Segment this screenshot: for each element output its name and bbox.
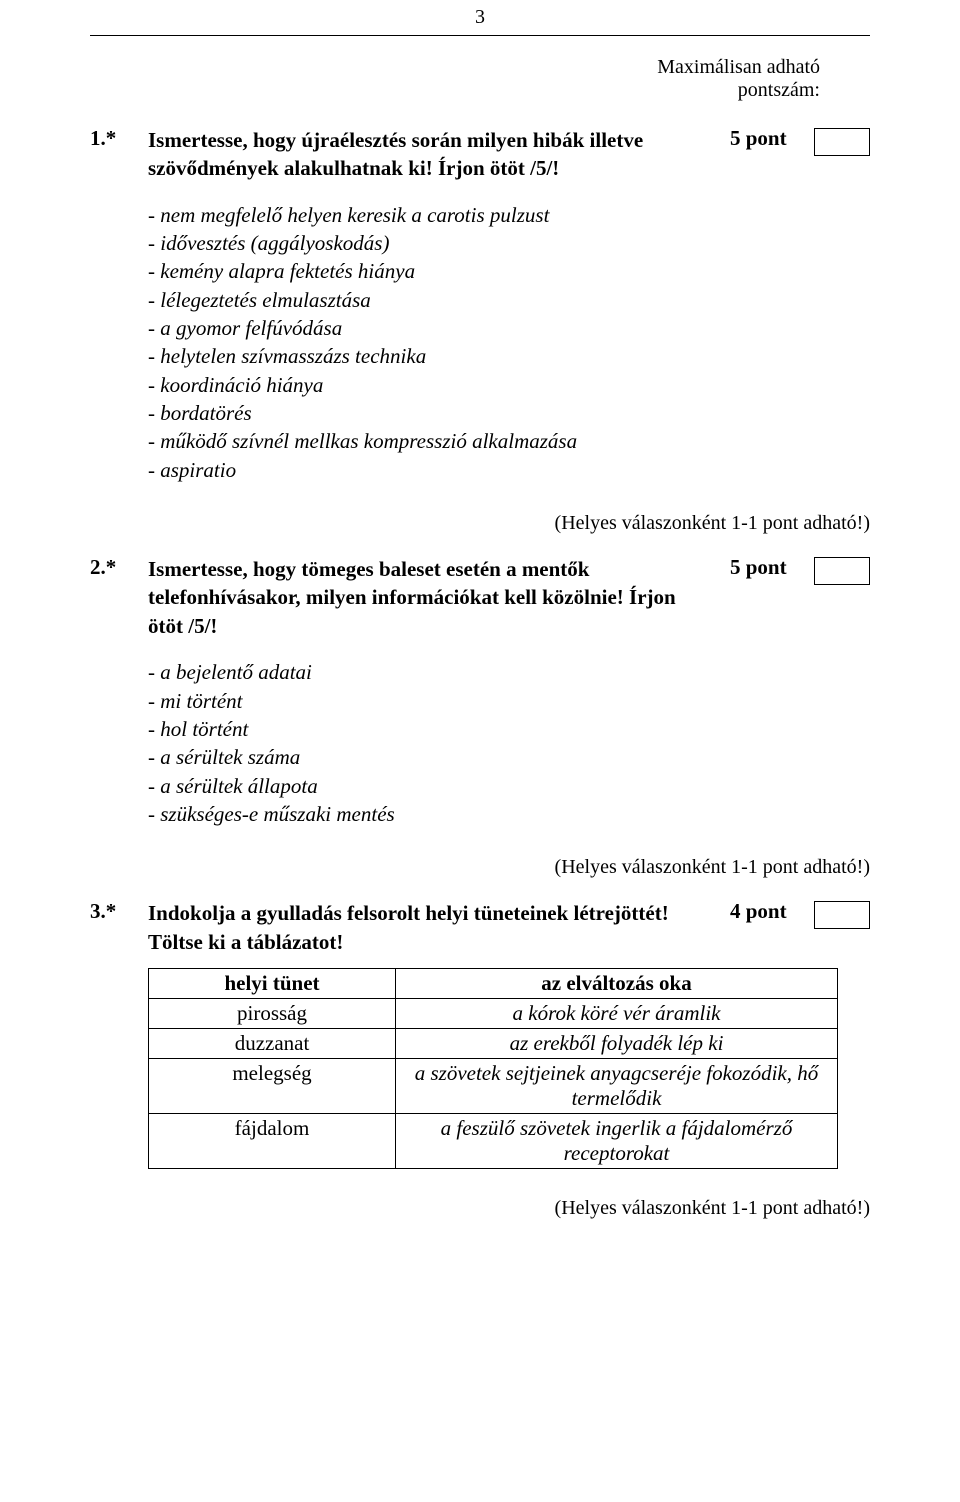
table-header-col1: helyi tünet (149, 968, 396, 998)
question-1-header: 1.* Ismertesse, hogy újraélesztés során … (90, 126, 870, 183)
table-row: fájdalom a feszülő szövetek ingerlik a f… (149, 1113, 838, 1168)
question-1-score-box[interactable] (814, 128, 870, 156)
table-row: duzzanat az erekből folyadék lép ki (149, 1028, 838, 1058)
question-2-number: 2.* (90, 555, 148, 580)
table-cell-symptom: duzzanat (149, 1028, 396, 1058)
table-cell-symptom: pirosság (149, 998, 396, 1028)
answer-item: - nem megfelelő helyen keresik a carotis… (148, 201, 870, 229)
question-2-header: 2.* Ismertesse, hogy tömeges baleset ese… (90, 555, 870, 640)
answer-item: - koordináció hiánya (148, 371, 870, 399)
answer-item: - lélegeztetés elmulasztása (148, 286, 870, 314)
question-2-answers: - a bejelentő adatai - mi történt - hol … (148, 658, 870, 828)
table-cell-cause: a kórok köré vér áramlik (396, 998, 838, 1028)
table-header-col2: az elváltozás oka (396, 968, 838, 998)
question-3-text: Indokolja a gyulladás felsorolt helyi tü… (148, 899, 722, 956)
table-header-row: helyi tünet az elváltozás oka (149, 968, 838, 998)
table-row: pirosság a kórok köré vér áramlik (149, 998, 838, 1028)
answer-item: - a sérültek állapota (148, 772, 870, 800)
question-1-number: 1.* (90, 126, 148, 151)
answer-item: - helytelen szívmasszázs technika (148, 342, 870, 370)
question-2: 2.* Ismertesse, hogy tömeges baleset ese… (90, 555, 870, 828)
answer-item: - működő szívnél mellkas kompresszió alk… (148, 427, 870, 455)
answer-item: - idővesztés (aggályoskodás) (148, 229, 870, 257)
symptom-table: helyi tünet az elváltozás oka pirosság a… (148, 968, 838, 1169)
answer-item: - mi történt (148, 687, 870, 715)
question-3-score-box[interactable] (814, 901, 870, 929)
question-2-points: 5 pont (722, 555, 810, 580)
answer-item: - a bejelentő adatai (148, 658, 870, 686)
question-3: 3.* Indokolja a gyulladás felsorolt hely… (90, 899, 870, 1169)
answer-item: - aspiratio (148, 456, 870, 484)
question-1-points: 5 pont (722, 126, 810, 151)
page-number: 3 (90, 0, 870, 29)
table-cell-symptom: melegség (149, 1058, 396, 1113)
question-3-number: 3.* (90, 899, 148, 924)
table-row: melegség a szövetek sejtjeinek anyagcser… (149, 1058, 838, 1113)
question-3-points: 4 pont (722, 899, 810, 924)
table-cell-cause: az erekből folyadék lép ki (396, 1028, 838, 1058)
table-cell-cause: a feszülő szövetek ingerlik a fájdalomér… (396, 1113, 838, 1168)
answer-item: - szükséges-e műszaki mentés (148, 800, 870, 828)
question-1-answers: - nem megfelelő helyen keresik a carotis… (148, 201, 870, 484)
answer-item: - a gyomor felfúvódása (148, 314, 870, 342)
answer-item: - bordatörés (148, 399, 870, 427)
table-cell-cause: a szövetek sejtjeinek anyagcseréje fokoz… (396, 1058, 838, 1113)
question-2-score-box[interactable] (814, 557, 870, 585)
question-3-header: 3.* Indokolja a gyulladás felsorolt hely… (90, 899, 870, 956)
max-score-line2: pontszám: (738, 79, 820, 101)
question-1: 1.* Ismertesse, hogy újraélesztés során … (90, 126, 870, 484)
answer-item: - kemény alapra fektetés hiánya (148, 257, 870, 285)
answer-item: - a sérültek száma (148, 743, 870, 771)
scoring-note-2: (Helyes válaszonként 1-1 pont adható!) (90, 856, 870, 879)
document-page: 3 Maximálisan adható pontszám: 1.* Ismer… (0, 0, 960, 1280)
max-score-label: Maximálisan adható pontszám: (90, 56, 870, 102)
scoring-note-1: (Helyes válaszonként 1-1 pont adható!) (90, 512, 870, 535)
top-divider (90, 35, 870, 36)
scoring-note-3: (Helyes válaszonként 1-1 pont adható!) (90, 1197, 870, 1220)
max-score-line1: Maximálisan adható (657, 56, 820, 78)
question-2-text: Ismertesse, hogy tömeges baleset esetén … (148, 555, 722, 640)
answer-item: - hol történt (148, 715, 870, 743)
question-1-text: Ismertesse, hogy újraélesztés során mily… (148, 126, 722, 183)
table-cell-symptom: fájdalom (149, 1113, 396, 1168)
